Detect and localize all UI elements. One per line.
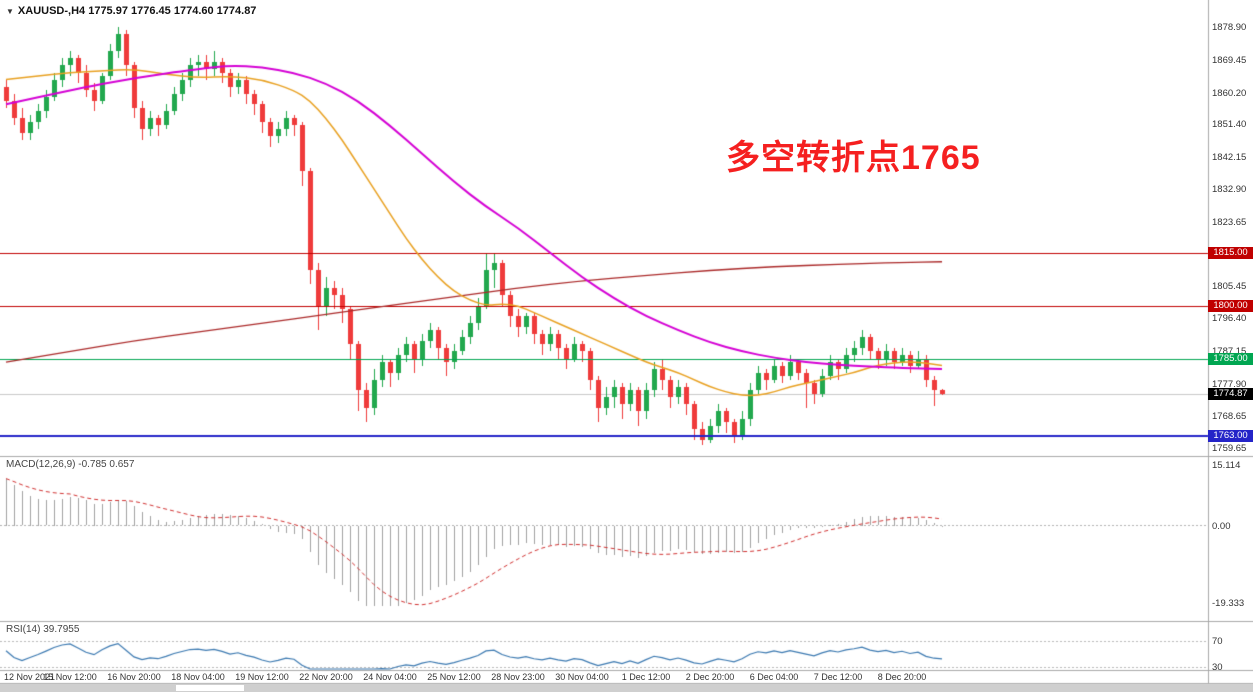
price-axis-label: 1805.45 [1212,281,1247,293]
price-axis-label: 1842.15 [1212,151,1247,163]
price-axis-label: 1878.90 [1212,22,1247,33]
price-axis-label: 1759.65 [1212,443,1247,454]
price-axis-label: 1860.20 [1212,88,1247,100]
macd-axis-label: 0.00 [1212,520,1231,532]
horizontal-scrollbar[interactable] [0,684,1253,692]
time-axis-label: 18 Nov 04:00 [171,672,225,682]
time-axis[interactable]: 12 Nov 2021 15 Nov 12:00 16 Nov 20:00 18 No… [0,670,1208,684]
price-line-tag: 1785.00 [1208,352,1253,365]
time-axis-label: 24 Nov 04:00 [363,672,417,682]
symbol-ohlc-label: XAUUSD-,H4 1775.97 1776.45 1774.60 1774.… [17,5,257,17]
rsi-axis-label: 70 [1212,636,1223,647]
time-axis-label: 2 Dec 20:00 [685,672,735,682]
price-axis[interactable]: 1878.90 1869.45 1860.20 1851.40 1842.15 1832.… [1208,0,1253,684]
rsi-axis-label: 30 [1212,662,1223,673]
time-axis-label: 19 Nov 12:00 [235,672,289,682]
time-axis-label: 25 Nov 12:00 [427,672,481,682]
price-axis-label: 1768.65 [1212,411,1247,423]
price-axis-label: 1796.40 [1212,313,1247,325]
price-axis-label: 1851.40 [1212,119,1247,131]
bid-price-tag: 1774.87 [1208,388,1253,401]
time-axis-label: 22 Nov 20:00 [299,672,353,682]
time-axis-label: 30 Nov 04:00 [555,672,609,682]
symbol-info: ▼ XAUUSD-,H4 1775.97 1776.45 1774.60 177… [6,5,256,17]
symbol-dropdown-icon[interactable]: ▼ [6,6,14,16]
price-axis-label: 1787.15 [1212,345,1247,357]
time-axis-label: 15 Nov 12:00 [43,672,97,682]
time-axis-label: 16 Nov 20:00 [107,672,161,682]
price-axis-label: 1869.45 [1212,55,1247,67]
time-axis-label: 1 Dec 12:00 [621,672,671,682]
price-line-tag: 1763.00 [1208,430,1253,443]
time-axis-label: 6 Dec 04:00 [749,672,799,682]
scrollbar-thumb[interactable] [176,685,244,691]
price-line-tag: 1800.00 [1208,299,1253,312]
rsi-indicator-label: RSI(14) 39.7955 [6,624,80,635]
macd-axis-label: 15.114 [1212,460,1241,471]
time-axis-label: 28 Nov 23:00 [491,672,545,682]
price-axis-label: 1777.90 [1212,378,1247,390]
price-line-tag: 1815.00 [1208,246,1253,259]
time-axis-label: 7 Dec 12:00 [813,672,863,682]
time-axis-label: 12 Nov 2021 [4,672,56,682]
price-axis-label: 1832.90 [1212,184,1247,196]
price-axis-label: 1823.65 [1212,217,1247,229]
time-axis-label: 8 Dec 20:00 [877,672,927,682]
macd-indicator-label: MACD(12,26,9) -0.785 0.657 [6,459,135,470]
macd-axis-label: -19.333 [1212,598,1245,609]
annotation-text: 多空转折点1765 [726,139,981,177]
